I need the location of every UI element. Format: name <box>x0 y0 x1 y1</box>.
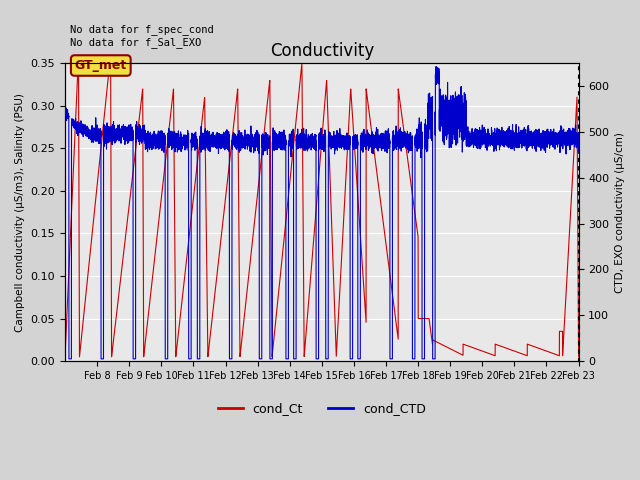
Y-axis label: CTD, EXO conductivity (μS/cm): CTD, EXO conductivity (μS/cm) <box>615 132 625 292</box>
Y-axis label: Campbell conductivity (μS/m3), Salinity (PSU): Campbell conductivity (μS/m3), Salinity … <box>15 93 25 332</box>
Title: Conductivity: Conductivity <box>269 42 374 60</box>
Text: No data for f_spec_cond
No data for f_Sal_EXO: No data for f_spec_cond No data for f_Sa… <box>70 24 214 48</box>
Legend: cond_Ct, cond_CTD: cond_Ct, cond_CTD <box>212 397 431 420</box>
Text: GT_met: GT_met <box>75 59 127 72</box>
